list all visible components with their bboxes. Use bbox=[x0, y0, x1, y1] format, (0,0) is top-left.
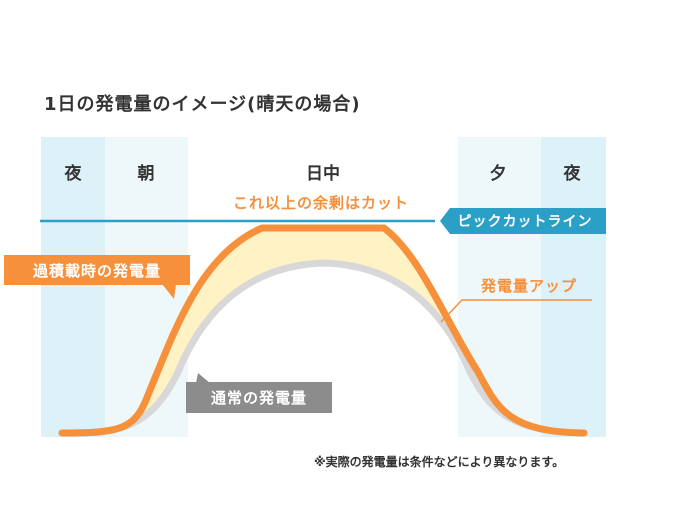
period-label-evening: 夕 bbox=[490, 163, 507, 184]
loaded-generation-callout bbox=[4, 255, 190, 285]
night-band-left bbox=[41, 137, 105, 437]
night-band-right bbox=[541, 137, 606, 437]
loaded-generation-label: 過積載時の発電量 bbox=[32, 262, 161, 280]
peak-cut-line-tag bbox=[440, 208, 606, 234]
normal-generation-label: 通常の発電量 bbox=[211, 389, 307, 407]
footnote: ※実際の発電量は条件などにより異なります。 bbox=[314, 455, 565, 469]
page-title: 1日の発電量のイメージ(晴天の場合) bbox=[44, 94, 361, 115]
loaded-generation-callout-tail bbox=[162, 284, 176, 299]
cut-surplus-label: これ以上の余剰はカット bbox=[233, 194, 409, 212]
normal-generation-curve bbox=[58, 259, 588, 437]
period-label-morning: 朝 bbox=[138, 163, 155, 184]
normal-generation-callout-tail bbox=[196, 373, 210, 383]
evening-band bbox=[458, 137, 541, 437]
period-label-daytime: 日中 bbox=[306, 163, 340, 184]
period-label-night-right: 夜 bbox=[563, 163, 582, 184]
period-label-night-left: 夜 bbox=[64, 163, 83, 184]
generation-up-leader bbox=[440, 299, 592, 323]
normal-generation-callout bbox=[186, 382, 332, 413]
generation-up-label: 発電量アップ bbox=[480, 277, 577, 295]
peak-cut-line-label: ピックカットライン bbox=[458, 214, 593, 230]
overloaded-generation-curve bbox=[58, 224, 588, 437]
